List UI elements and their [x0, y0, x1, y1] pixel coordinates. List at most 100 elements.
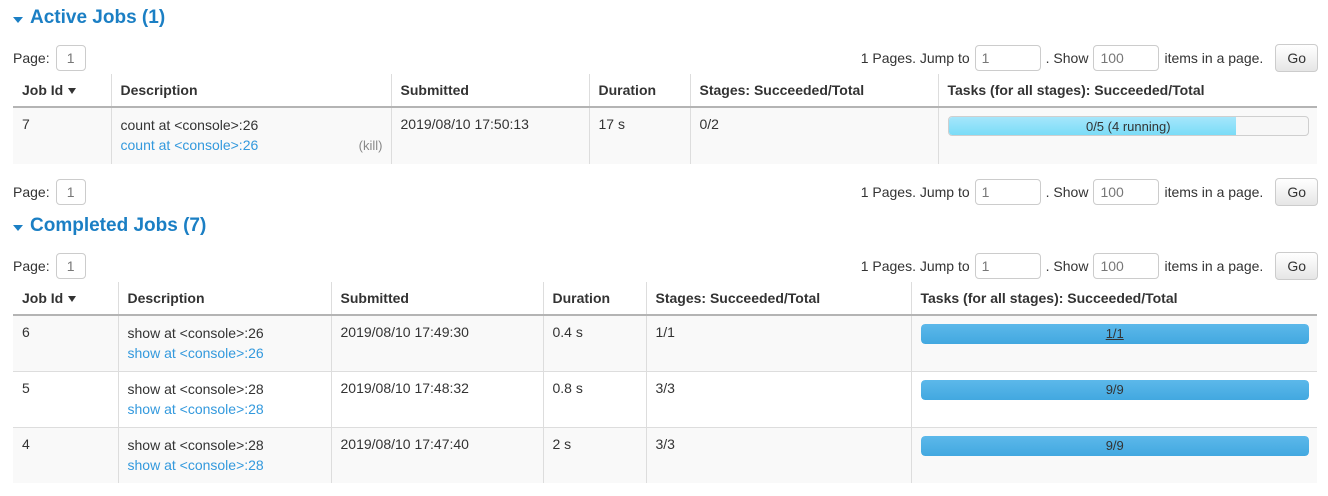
cell-stages: 3/3	[646, 371, 912, 428]
cell-description: show at <console>:26 show at <console>:2…	[118, 314, 332, 372]
cell-stages: 0/2	[690, 106, 939, 164]
spacer-after-active-table	[0, 164, 1328, 176]
completed-jobs-section-header[interactable]: Completed Jobs (7)	[0, 216, 1328, 236]
active-header-row: Job Id Description Submitted Duration St…	[13, 74, 1317, 108]
cell-job-id: 7	[13, 106, 112, 164]
show-label: . Show	[1045, 50, 1089, 66]
active-jump-to-input-bottom[interactable]	[974, 179, 1041, 205]
spacer-after-active-title	[0, 28, 1328, 42]
page-label: Page:	[13, 184, 50, 200]
completed-table-head: Job Id Description Submitted Duration St…	[13, 282, 1317, 316]
cell-job-id: 5	[13, 371, 119, 428]
description-link-row: show at <console>:28	[128, 455, 323, 475]
cell-duration: 0.4 s	[543, 314, 647, 372]
active-pager-top: Page: 1 Pages. Jump to . Show items in a…	[0, 42, 1328, 74]
cell-job-id: 6	[13, 314, 119, 372]
active-pager-bottom-left: Page:	[13, 176, 86, 208]
cell-description: show at <console>:28 show at <console>:2…	[118, 427, 332, 483]
completed-header-row: Job Id Description Submitted Duration St…	[13, 282, 1317, 316]
caret-down-icon	[13, 17, 23, 23]
completed-jobs-table: Job Id Description Submitted Duration St…	[13, 282, 1317, 483]
job-description-link[interactable]: count at <console>:26	[120, 137, 259, 153]
kill-job-link[interactable]: (kill)	[358, 138, 383, 153]
active-show-items-input-top[interactable]	[1093, 45, 1160, 71]
progress-fill	[920, 380, 1309, 400]
completed-jobs-table-wrap: Job Id Description Submitted Duration St…	[0, 282, 1328, 483]
active-go-button-bottom[interactable]: Go	[1275, 178, 1318, 206]
completed-show-items-input-top[interactable]	[1093, 253, 1160, 279]
show-label: . Show	[1045, 258, 1089, 274]
description-text: count at <console>:26	[120, 117, 259, 133]
description-text: show at <console>:28	[127, 381, 264, 397]
cell-submitted: 2019/08/10 17:50:13	[391, 106, 590, 164]
sort-desc-icon	[68, 296, 77, 302]
jobs-page: Active Jobs (1) Page: 1 Pages. Jump to .…	[0, 0, 1328, 483]
cell-submitted: 2019/08/10 17:49:30	[331, 314, 544, 372]
page-label: Page:	[13, 258, 50, 274]
sort-desc-icon	[68, 88, 77, 94]
description-link-row: show at <console>:26	[128, 343, 323, 363]
completed-go-button-top[interactable]: Go	[1275, 252, 1318, 280]
col-header-description[interactable]: Description	[118, 282, 332, 316]
description-link-row: show at <console>:28	[128, 399, 323, 419]
cell-duration: 2 s	[543, 427, 647, 483]
table-row: 5 show at <console>:28 show at <console>…	[13, 371, 1317, 428]
page-label: Page:	[13, 50, 50, 66]
active-pager-bottom: Page: 1 Pages. Jump to . Show items in a…	[0, 176, 1328, 208]
progress-label: 9/9	[1105, 438, 1124, 453]
job-description-link[interactable]: show at <console>:28	[127, 401, 264, 417]
col-header-duration[interactable]: Duration	[589, 74, 691, 108]
active-go-button-top[interactable]: Go	[1275, 44, 1318, 72]
cell-duration: 0.8 s	[543, 371, 647, 428]
tasks-progress-bar: 1/1	[920, 324, 1309, 344]
active-jobs-table: Job Id Description Submitted Duration St…	[13, 74, 1317, 164]
active-jump-to-input-top[interactable]	[974, 45, 1041, 71]
col-header-stages[interactable]: Stages: Succeeded/Total	[646, 282, 912, 316]
cell-job-id: 4	[13, 427, 119, 483]
description-link-row: count at <console>:26 (kill)	[121, 135, 383, 156]
col-header-submitted[interactable]: Submitted	[391, 74, 590, 108]
progress-fill	[920, 436, 1309, 456]
active-jobs-section-header[interactable]: Active Jobs (1)	[0, 8, 1328, 28]
job-description-link[interactable]: show at <console>:28	[127, 457, 264, 473]
active-table-head: Job Id Description Submitted Duration St…	[13, 74, 1317, 108]
col-header-submitted[interactable]: Submitted	[331, 282, 544, 316]
job-description-link[interactable]: show at <console>:26	[127, 345, 264, 361]
show-label: . Show	[1045, 184, 1089, 200]
cell-tasks: 9/9	[911, 427, 1317, 483]
completed-pager-top-left: Page:	[13, 250, 86, 282]
col-header-description[interactable]: Description	[111, 74, 392, 108]
tasks-progress-bar: 9/9	[920, 436, 1309, 456]
col-header-tasks[interactable]: Tasks (for all stages): Succeeded/Total	[938, 74, 1317, 108]
progress-label: 0/5 (4 running)	[1085, 119, 1171, 134]
col-header-job-id[interactable]: Job Id	[13, 74, 112, 108]
cell-description: count at <console>:26 count at <console>…	[111, 106, 392, 164]
active-pager-bottom-right: 1 Pages. Jump to . Show items in a page.…	[856, 176, 1318, 208]
items-in-page-label: items in a page.	[1164, 258, 1264, 274]
tasks-progress-bar: 0/5 (4 running)	[947, 116, 1309, 136]
active-pager-top-left: Page:	[13, 42, 86, 74]
completed-page-input-top[interactable]	[55, 253, 86, 279]
col-header-job-id[interactable]: Job Id	[13, 282, 119, 316]
active-page-input-top[interactable]	[55, 45, 86, 71]
pages-jump-label: 1 Pages. Jump to	[860, 258, 970, 274]
col-header-tasks[interactable]: Tasks (for all stages): Succeeded/Total	[911, 282, 1317, 316]
pages-jump-label: 1 Pages. Jump to	[860, 184, 970, 200]
active-pager-top-right: 1 Pages. Jump to . Show items in a page.…	[856, 42, 1318, 74]
pages-jump-label: 1 Pages. Jump to	[860, 50, 970, 66]
col-header-stages[interactable]: Stages: Succeeded/Total	[690, 74, 939, 108]
active-show-items-input-bottom[interactable]	[1093, 179, 1160, 205]
col-header-duration[interactable]: Duration	[543, 282, 647, 316]
items-in-page-label: items in a page.	[1164, 50, 1264, 66]
cell-description: show at <console>:28 show at <console>:2…	[118, 371, 332, 428]
active-table-body: 7 count at <console>:26 count at <consol…	[13, 106, 1317, 164]
completed-jump-to-input-top[interactable]	[974, 253, 1041, 279]
completed-pager-top-right: 1 Pages. Jump to . Show items in a page.…	[856, 250, 1318, 282]
cell-submitted: 2019/08/10 17:47:40	[331, 427, 544, 483]
progress-label: 9/9	[1105, 382, 1124, 397]
active-page-input-bottom[interactable]	[55, 179, 86, 205]
cell-stages: 1/1	[646, 314, 912, 372]
progress-fill	[920, 324, 1309, 344]
spacer-top	[0, 0, 1328, 8]
active-jobs-title: Active Jobs (1)	[30, 7, 166, 28]
